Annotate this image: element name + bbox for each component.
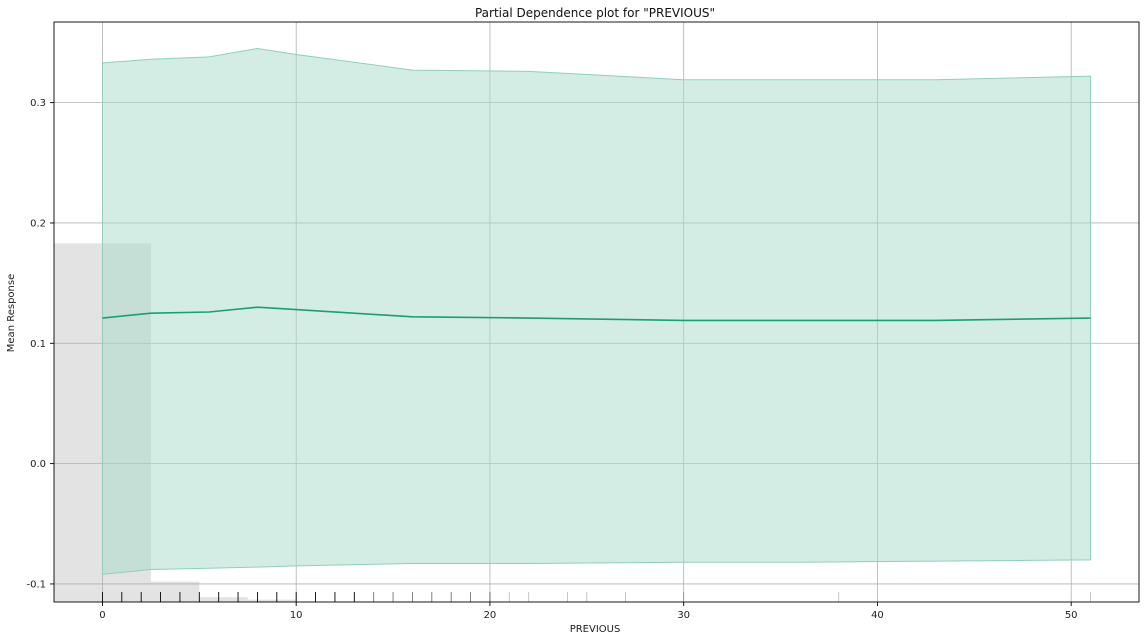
x-tick-label: 10 (290, 610, 303, 621)
confidence-band (101, 47, 1092, 575)
histogram-bar (247, 599, 297, 602)
y-tick-label: -0.1 (26, 579, 46, 590)
x-tick-label: 50 (1065, 610, 1078, 621)
histogram-bar (199, 597, 248, 602)
chart-title: Partial Dependence plot for "PREVIOUS" (475, 6, 715, 20)
histogram-bar (150, 581, 200, 602)
plot-area: 0 10 20 30 40 50 -0.1 0.0 0.1 0.2 0.3 (26, 21, 1140, 621)
y-axis-label: Mean Response (6, 274, 17, 352)
x-tick-label: 40 (871, 610, 884, 621)
x-axis-label: PREVIOUS (570, 624, 621, 635)
y-tick-label: 0.3 (30, 98, 46, 109)
mean-response-line (102, 306, 1091, 322)
x-tick-label: 20 (484, 610, 497, 621)
y-tick-label: 0.1 (30, 339, 46, 350)
y-tick-label: 0.0 (30, 459, 46, 470)
plot-frame (53, 21, 1140, 603)
y-tick-label: 0.2 (30, 218, 46, 229)
x-tick-label: 0 (99, 610, 105, 621)
x-tick-label: 30 (677, 610, 690, 621)
